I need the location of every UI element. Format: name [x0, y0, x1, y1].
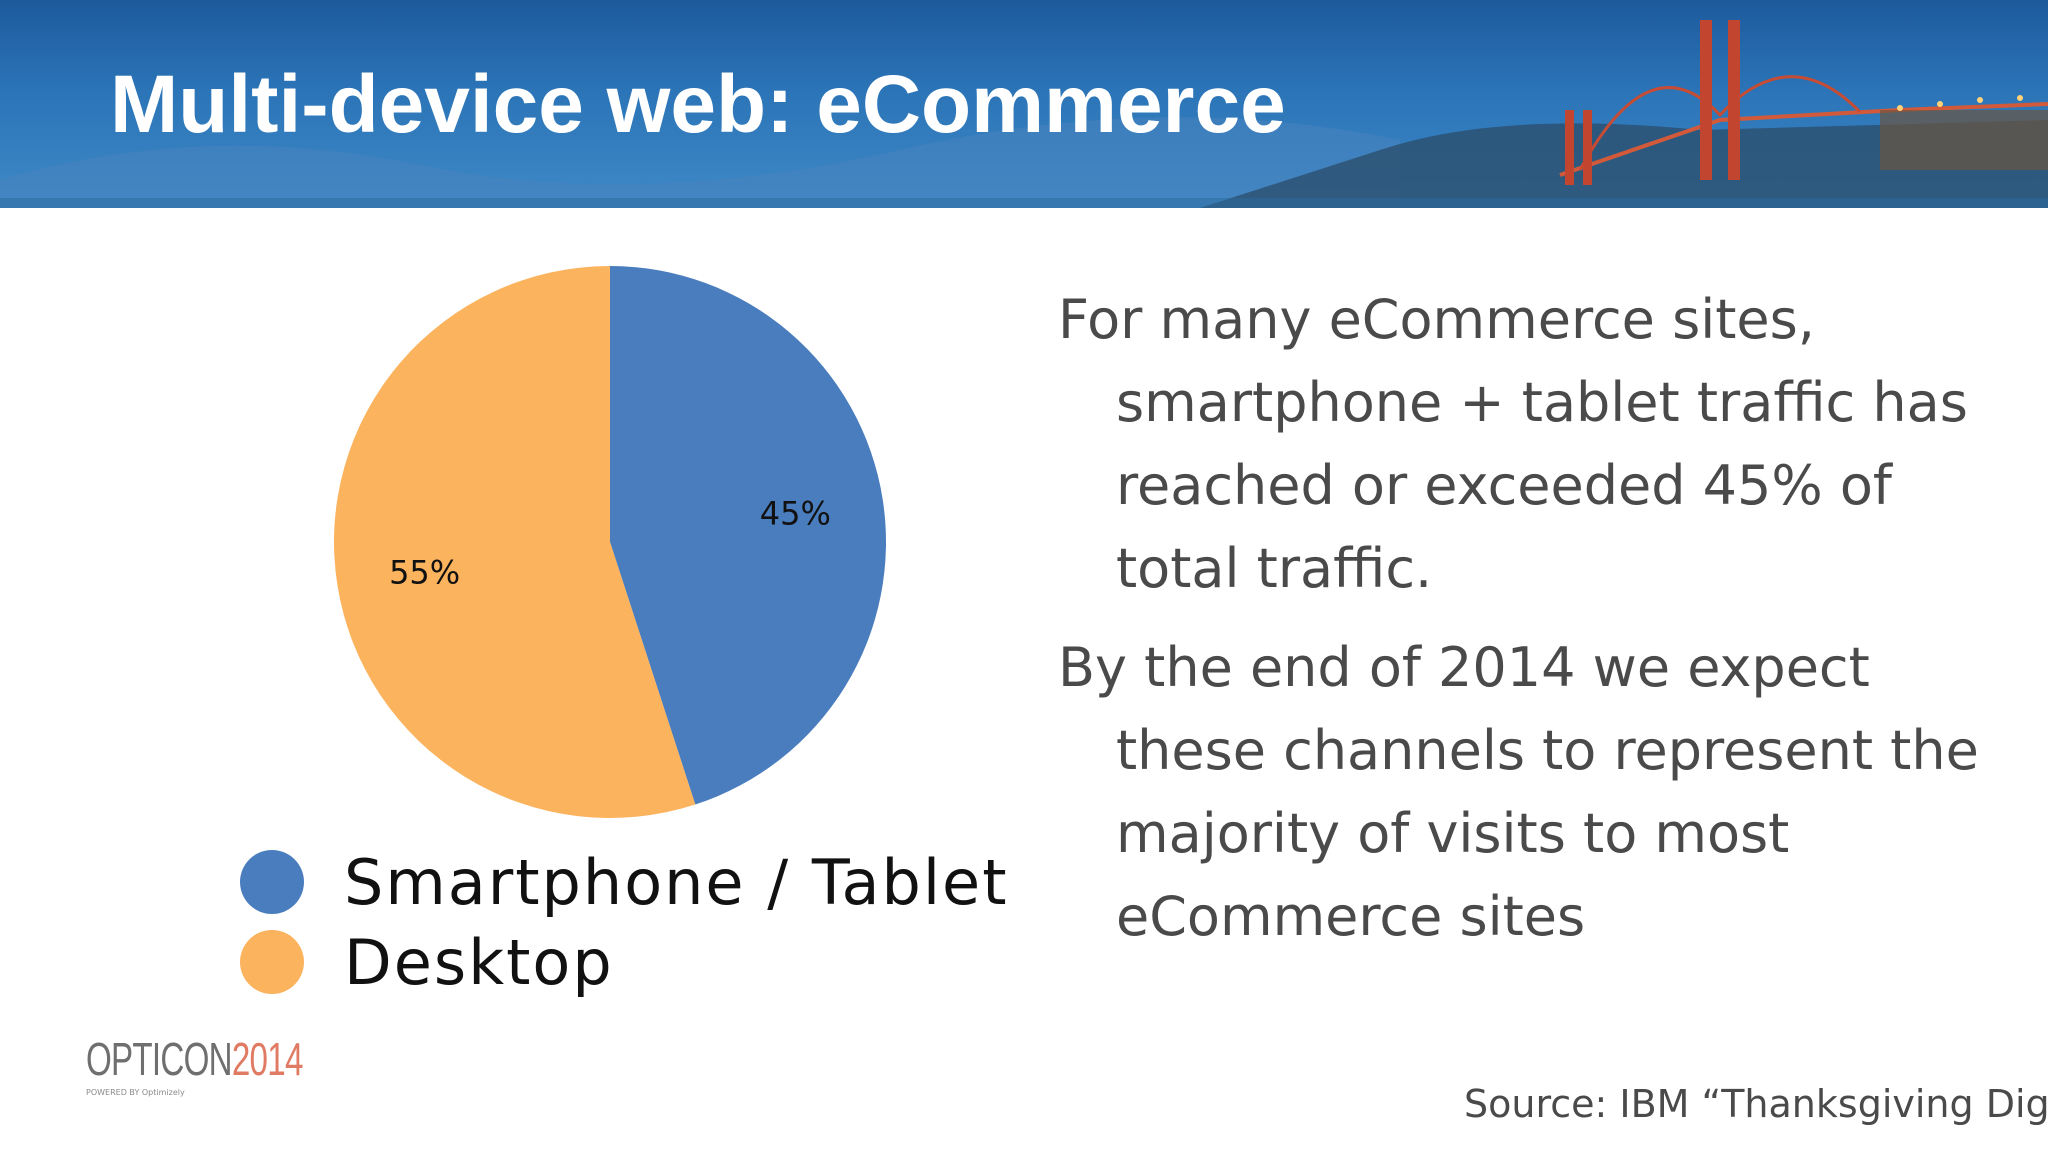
- pie-chart: 45% 55%: [333, 266, 886, 818]
- logo-text: OPTICON2014: [86, 1032, 303, 1086]
- logo-tagline: POWERED BY Optimizely: [86, 1088, 185, 1097]
- bullet-item-forecast: By the end of 2014 we expect these chann…: [1058, 636, 1979, 948]
- chart-legend: Smartphone / Tablet Desktop: [240, 842, 1009, 1002]
- bullet-item-traffic: For many eCommerce sites, smartphone + t…: [1058, 288, 1968, 600]
- logo-year: 2014: [231, 1033, 304, 1085]
- legend-swatch-smartphone-tablet: [240, 850, 304, 914]
- slide-title: Multi-device web: eCommerce: [110, 59, 1286, 150]
- legend-swatch-desktop: [240, 930, 304, 994]
- bridge-skyline-image: [0, 20, 2048, 208]
- logo-name: OPTICON: [86, 1033, 233, 1085]
- legend-label-smartphone-tablet: Smartphone / Tablet: [344, 845, 1009, 919]
- header-banner: Multi-device web: eCommerce: [0, 0, 2048, 208]
- source-citation: Source: IBM “Thanksgiving Diges: [1464, 1082, 2048, 1126]
- pie-slice-smartphone-tablet: [610, 266, 886, 805]
- legend-label-desktop: Desktop: [344, 925, 614, 999]
- bullet-list: For many eCommerce sites, smartphone + t…: [1058, 278, 2018, 974]
- pie-label-desktop: 55%: [389, 553, 460, 591]
- legend-item-smartphone-tablet: Smartphone / Tablet: [240, 842, 1009, 922]
- pie-label-smartphone-tablet: 45%: [760, 495, 831, 533]
- legend-item-desktop: Desktop: [240, 922, 1009, 1002]
- opticon-logo: OPTICON2014 POWERED BY Optimizely: [86, 1032, 387, 1097]
- pie-slice-desktop: [333, 266, 696, 818]
